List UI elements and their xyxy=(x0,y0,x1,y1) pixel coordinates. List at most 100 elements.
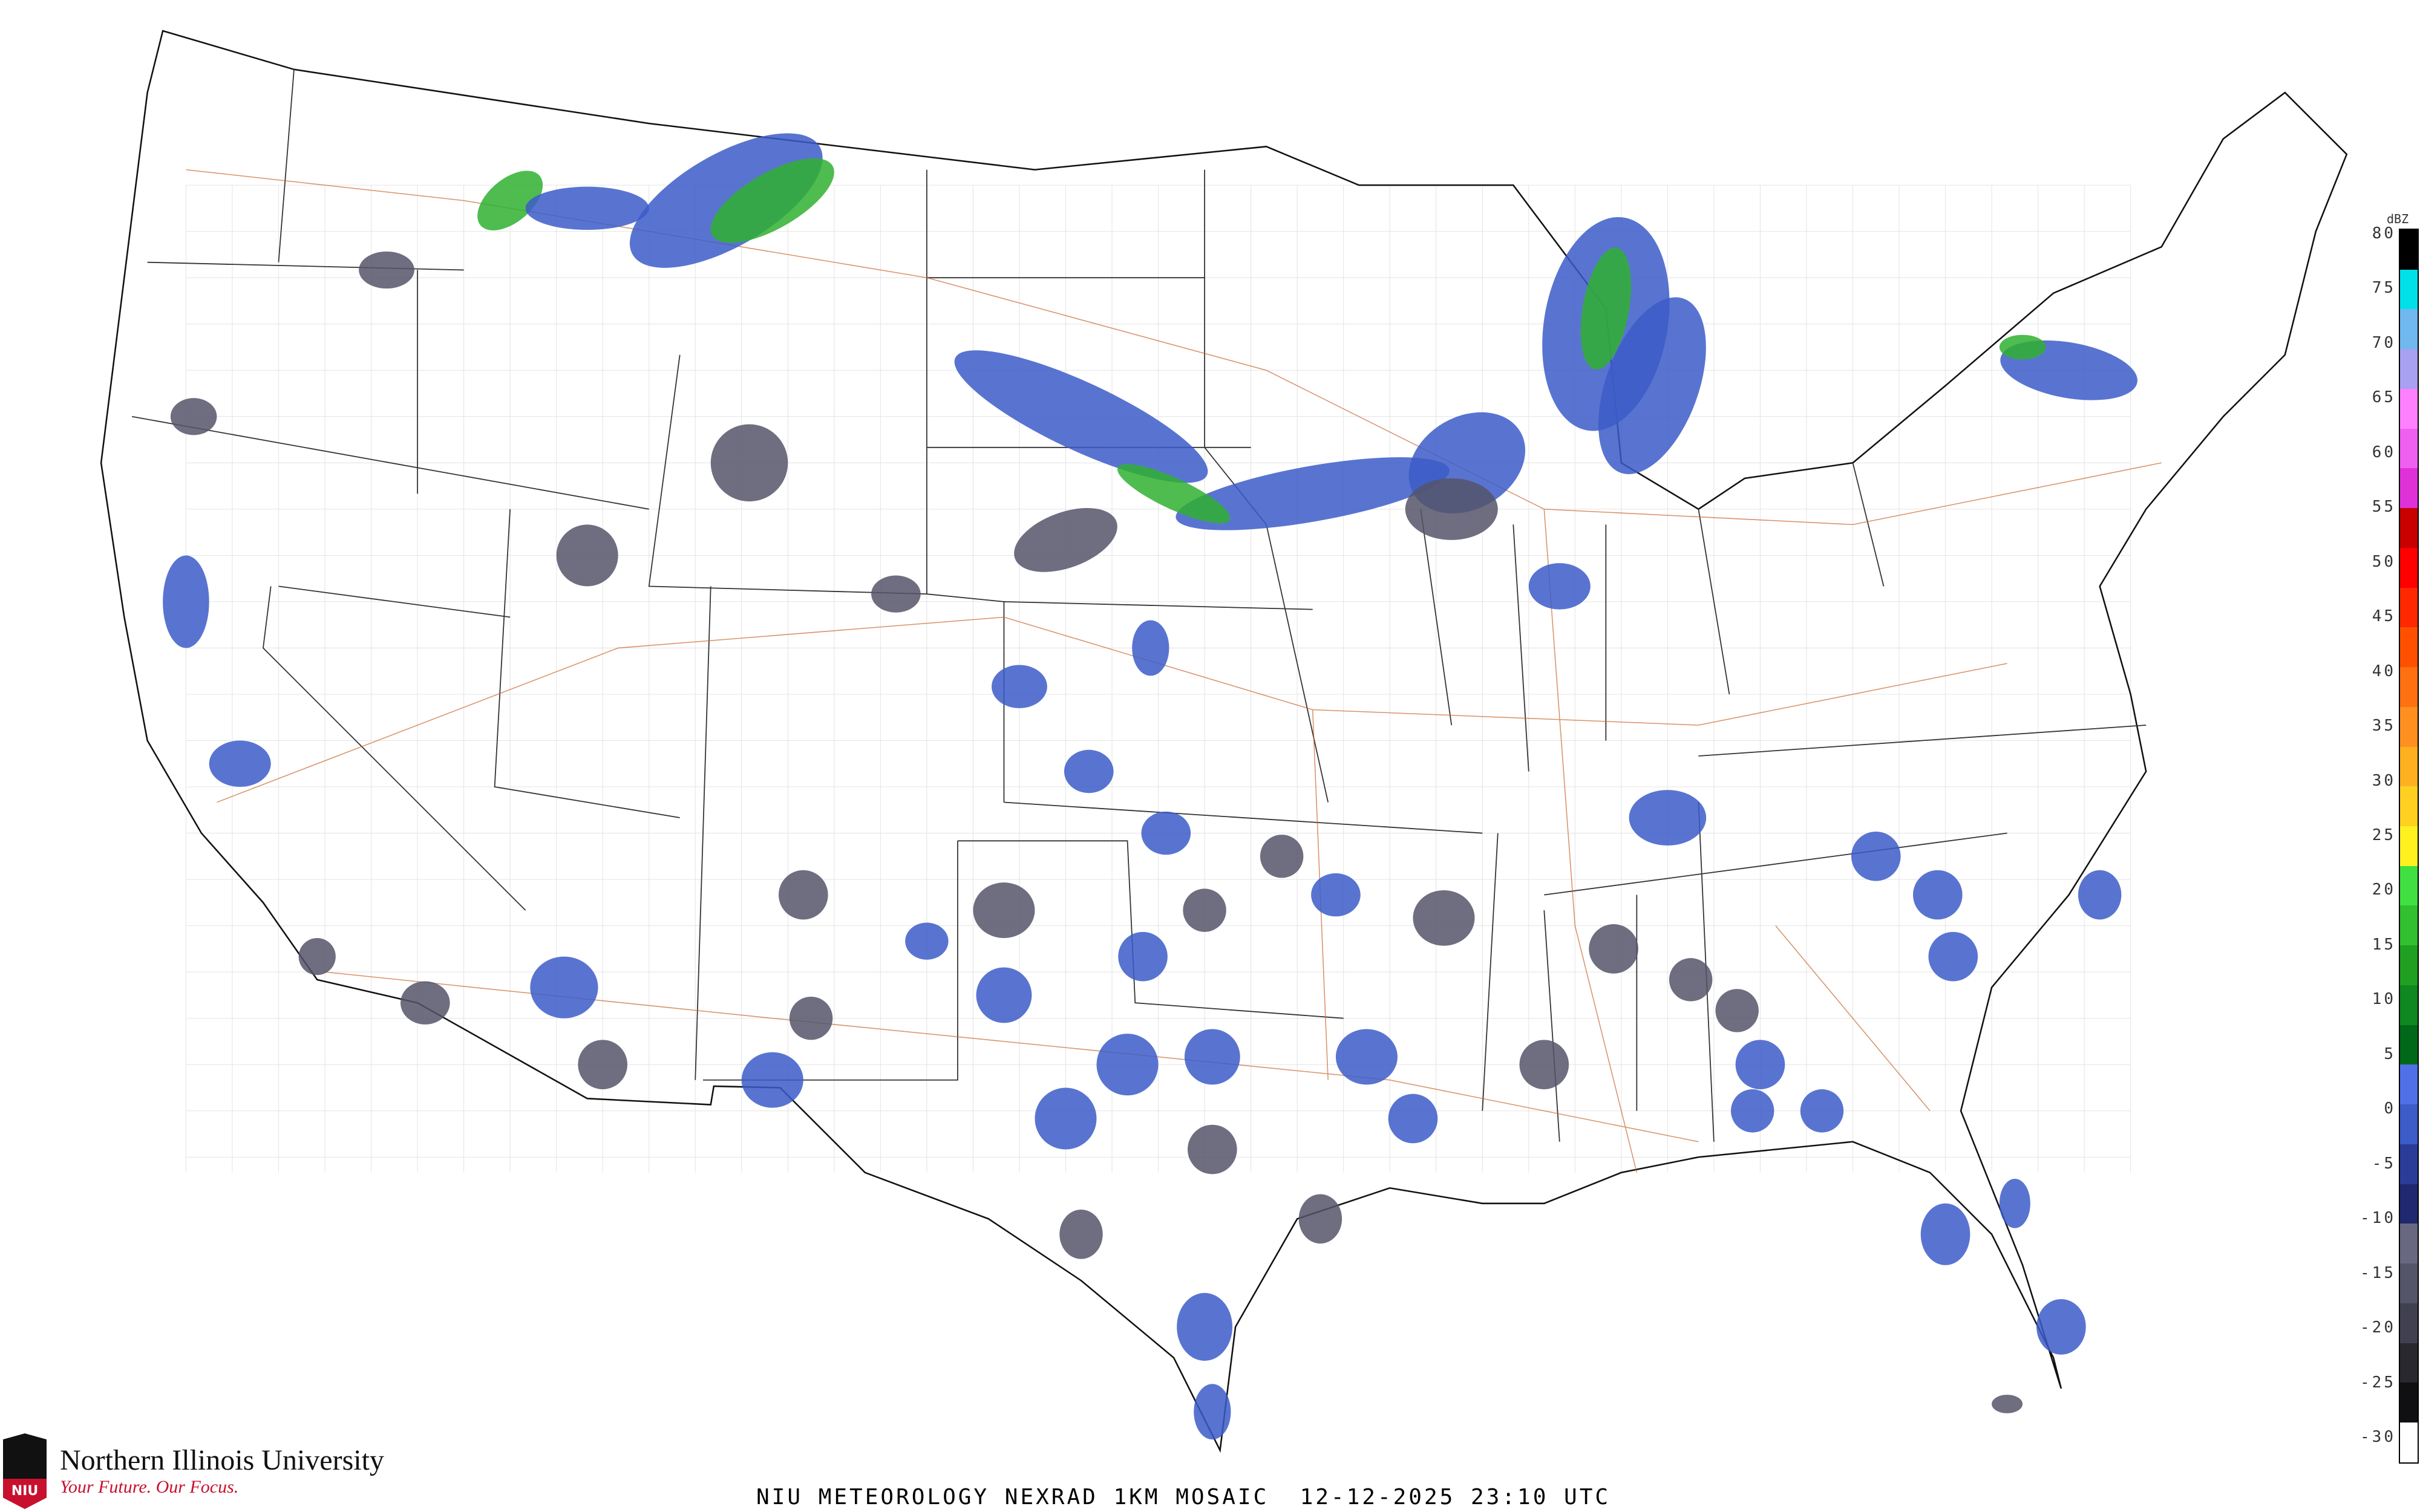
radar-echo xyxy=(992,665,1047,708)
colorbar-swatch xyxy=(2400,786,2418,827)
radar-echoes xyxy=(163,133,2137,1440)
colorbar-swatch xyxy=(2400,667,2418,707)
radar-echo xyxy=(1176,457,1450,530)
colorbar-swatch xyxy=(2400,1343,2418,1383)
radar-echo xyxy=(1580,247,1631,370)
colorbar-tick-label: 25 xyxy=(2372,826,2396,844)
colorbar-swatch xyxy=(2400,428,2418,469)
colorbar-tick-label: 60 xyxy=(2372,443,2396,461)
county-lines xyxy=(185,184,2131,1173)
radar-echo xyxy=(170,398,217,435)
colorbar-tick-label: 40 xyxy=(2372,662,2396,680)
radar-echo xyxy=(1184,1029,1240,1085)
radar-echo xyxy=(1117,464,1231,524)
colorbar-swatch xyxy=(2400,587,2418,628)
colorbar-swatch xyxy=(2400,985,2418,1025)
colorbar-tick-label: 75 xyxy=(2372,279,2396,298)
colorbar-swatch xyxy=(2400,547,2418,588)
radar-echo xyxy=(359,251,414,289)
colorbar-tick-label: 5 xyxy=(2384,1044,2396,1063)
radar-echo xyxy=(1992,1395,2023,1413)
university-tagline: Your Future. Our Focus. xyxy=(60,1476,239,1497)
colorbar-tick-label: 10 xyxy=(2372,990,2396,1009)
reflectivity-colorbar xyxy=(2399,229,2419,1464)
radar-echo xyxy=(209,740,271,787)
legend-unit: dBZ xyxy=(2387,212,2409,226)
radar-echo xyxy=(1132,620,1169,676)
radar-echo xyxy=(1035,1087,1097,1150)
radar-echo xyxy=(578,1040,627,1090)
radar-echo xyxy=(1118,931,1168,982)
colorbar-swatch xyxy=(2400,1104,2418,1144)
colorbar-tick-label: 65 xyxy=(2372,388,2396,407)
colorbar-swatch xyxy=(2400,1303,2418,1343)
radar-echo xyxy=(1999,1178,2030,1228)
niu-logo: NIU Northern Illinois University Your Fu… xyxy=(3,1433,384,1509)
university-name: Northern Illinois University xyxy=(60,1444,384,1477)
radar-echo xyxy=(1188,1124,1237,1175)
radar-echo xyxy=(1669,958,1713,1002)
colorbar-tick-label: 30 xyxy=(2372,771,2396,790)
radar-echo xyxy=(1260,835,1304,878)
radar-echo xyxy=(1519,1040,1569,1090)
colorbar-tick-label: 70 xyxy=(2372,333,2396,352)
radar-echo xyxy=(1851,832,1901,881)
map-caption: NIU METEOROLOGY NEXRAD 1KM MOSAIC 12-12-… xyxy=(756,1485,1611,1510)
radar-echo xyxy=(556,524,618,587)
highways xyxy=(186,169,2162,1173)
radar-echo xyxy=(1177,1292,1232,1361)
colorbar-swatch xyxy=(2400,945,2418,985)
colorbar-tick-label: 35 xyxy=(2372,717,2396,735)
radar-echo xyxy=(2036,1299,2086,1355)
radar-echo xyxy=(1059,1210,1103,1259)
radar-echo xyxy=(1388,1093,1438,1144)
radar-echo xyxy=(1014,507,1117,572)
radar-echo xyxy=(1528,563,1591,610)
colorbar-swatch xyxy=(2400,269,2418,310)
colorbar-swatch xyxy=(2400,826,2418,866)
colorbar-swatch xyxy=(2400,230,2418,270)
radar-echo xyxy=(1298,1194,1342,1244)
radar-echo xyxy=(778,870,828,920)
colorbar-swatch xyxy=(2400,865,2418,906)
radar-echo xyxy=(1141,811,1191,855)
colorbar-swatch xyxy=(2400,309,2418,350)
radar-echo xyxy=(1715,989,1759,1032)
radar-echo xyxy=(1064,749,1114,793)
us-outline xyxy=(100,30,2348,1453)
colorbar-swatch xyxy=(2400,388,2418,429)
colorbar-swatch xyxy=(2400,627,2418,668)
radar-echo xyxy=(1999,334,2046,360)
colorbar-swatch xyxy=(2400,746,2418,787)
colorbar-swatch xyxy=(2400,1263,2418,1303)
radar-echo xyxy=(1183,888,1226,932)
colorbar-ticks: 80 75 70 65 60 55 50 45 40 35 30 25 20 15 10 5 0 -5 -10 -15… xyxy=(2360,224,2396,1464)
colorbar-tick-label: 80 xyxy=(2372,224,2396,243)
colorbar-tick-label: 45 xyxy=(2372,607,2396,626)
radar-echo xyxy=(1912,870,1963,920)
radar-echo xyxy=(1629,790,1707,846)
colorbar-tick-label: -10 xyxy=(2360,1209,2396,1228)
colorbar-swatch xyxy=(2400,905,2418,946)
radar-echo xyxy=(1096,1034,1159,1096)
colorbar-swatch xyxy=(2400,349,2418,389)
radar-echo xyxy=(1598,297,1706,474)
radar-echo xyxy=(954,350,1208,483)
radar-echo xyxy=(741,1052,803,1108)
colorbar-swatch xyxy=(2400,706,2418,747)
niu-shield-icon: NIU xyxy=(3,1433,47,1509)
colorbar-swatch xyxy=(2400,468,2418,509)
radar-echo xyxy=(1589,924,1638,974)
radar-echo xyxy=(1735,1040,1785,1090)
radar-echo xyxy=(1335,1029,1398,1085)
colorbar-tick-label: -15 xyxy=(2360,1263,2396,1282)
colorbar-tick-label: 55 xyxy=(2372,498,2396,516)
radar-echo xyxy=(710,424,788,502)
radar-echo xyxy=(1730,1089,1774,1133)
radar-echo xyxy=(163,555,209,648)
radar-echo xyxy=(710,158,834,243)
radar-echo xyxy=(530,956,598,1018)
radar-echo xyxy=(871,575,921,613)
colorbar-tick-label: -5 xyxy=(2372,1154,2396,1173)
